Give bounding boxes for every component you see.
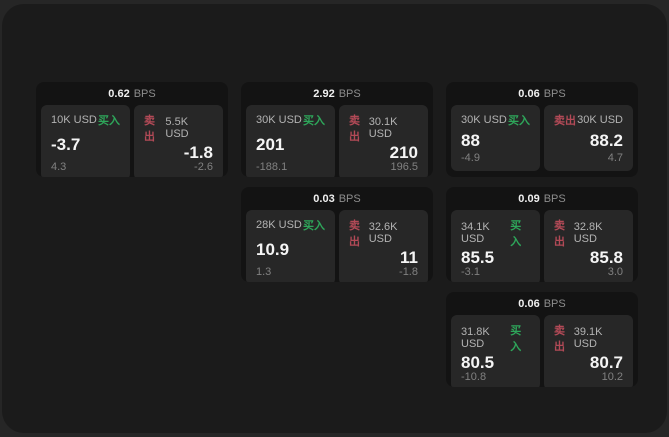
sell-side-label: 卖出 xyxy=(349,220,360,248)
buy-size: 10K USD xyxy=(51,114,97,126)
buy-panel[interactable]: 10K USD 买入 -3.7 4.3 xyxy=(41,105,130,177)
sell-size: 30.1K USD xyxy=(368,116,398,140)
buy-side-label: 买入 xyxy=(98,115,120,127)
buy-panel[interactable]: 34.1K USD 买入 85.5 -3.1 xyxy=(451,210,540,282)
buy-price: 201 xyxy=(256,135,285,154)
sell-size: 32.8K USD xyxy=(573,221,603,245)
card-header: 0.62 BPS xyxy=(36,82,228,105)
sell-delta: -1.8 xyxy=(399,266,418,278)
buy-delta: -3.1 xyxy=(461,266,480,278)
sell-delta: 196.5 xyxy=(390,161,418,173)
buy-side-label: 买入 xyxy=(303,220,325,232)
bps-value: 2.92 xyxy=(313,87,335,100)
sell-panel[interactable]: 卖出 5.5K USD -1.8 -2.6 xyxy=(134,105,223,177)
buy-side-label: 买入 xyxy=(510,325,522,353)
sell-price: 210 xyxy=(389,143,418,162)
sell-panel[interactable]: 卖出 30.1K USD 210 196.5 xyxy=(339,105,428,177)
buy-price: 85.5 xyxy=(461,248,495,267)
sell-side-label: 卖出 xyxy=(144,115,155,143)
buy-delta: -4.9 xyxy=(461,152,480,164)
quote-card: 0.06 BPS 31.8K USD 买入 80.5 -10.8 卖出 39.1… xyxy=(446,292,638,387)
sell-delta: -2.6 xyxy=(194,161,213,173)
quote-tiles-grid: 0.62 BPS 10K USD 买入 -3.7 4.3 卖出 5.5K USD… xyxy=(36,82,638,387)
quote-card: 0.09 BPS 34.1K USD 买入 85.5 -3.1 卖出 32.8K… xyxy=(446,187,638,282)
sell-price: 80.7 xyxy=(589,353,623,372)
buy-delta: 4.3 xyxy=(51,161,67,173)
buy-panel[interactable]: 30K USD 买入 88 -4.9 xyxy=(451,105,540,171)
card-header: 0.09 BPS xyxy=(446,187,638,210)
sell-side-label: 卖出 xyxy=(554,220,565,248)
buy-price: 80.5 xyxy=(461,353,495,372)
sell-delta: 4.7 xyxy=(607,152,623,164)
quote-card: 0.03 BPS 28K USD 买入 10.9 1.3 卖出 32.6K US… xyxy=(241,187,433,282)
card-body: 30K USD 买入 201 -188.1 卖出 30.1K USD 210 1… xyxy=(246,105,428,177)
sell-price: 88.2 xyxy=(589,130,623,150)
sell-price: 85.8 xyxy=(589,248,623,267)
bps-unit: BPS xyxy=(543,87,566,100)
card-body: 10K USD 买入 -3.7 4.3 卖出 5.5K USD -1.8 -2.… xyxy=(41,105,223,177)
card-header: 0.03 BPS xyxy=(241,187,433,210)
sell-size: 39.1K USD xyxy=(573,326,603,350)
buy-price: -3.7 xyxy=(51,135,81,154)
sell-delta: 10.2 xyxy=(601,371,623,383)
card-body: 30K USD 买入 88 -4.9 卖出 30K USD 88.2 4.7 xyxy=(451,105,633,171)
bps-value: 0.06 xyxy=(518,297,540,310)
sell-panel[interactable]: 卖出 32.8K USD 85.8 3.0 xyxy=(544,210,633,282)
sell-delta: 3.0 xyxy=(607,266,623,278)
sell-panel[interactable]: 卖出 30K USD 88.2 4.7 xyxy=(544,105,633,171)
sell-side-label: 卖出 xyxy=(349,115,360,143)
card-body: 28K USD 买入 10.9 1.3 卖出 32.6K USD 11 -1.8 xyxy=(246,210,428,282)
buy-price: 88 xyxy=(461,130,480,150)
bps-unit: BPS xyxy=(543,192,566,205)
bps-unit: BPS xyxy=(338,192,361,205)
buy-panel[interactable]: 30K USD 买入 201 -188.1 xyxy=(246,105,335,177)
bps-value: 0.06 xyxy=(518,87,540,100)
sell-side-label: 卖出 xyxy=(554,325,565,353)
sell-size: 32.6K USD xyxy=(368,221,398,245)
card-header: 2.92 BPS xyxy=(241,82,433,105)
buy-size: 31.8K USD xyxy=(461,326,490,350)
bps-unit: BPS xyxy=(338,87,361,100)
buy-price: 10.9 xyxy=(256,240,290,259)
sell-side-label: 卖出 xyxy=(554,115,576,127)
bps-value: 0.62 xyxy=(108,87,130,100)
bps-value: 0.03 xyxy=(313,192,335,205)
buy-side-label: 买入 xyxy=(510,220,522,248)
buy-side-label: 买入 xyxy=(508,115,530,127)
quote-card: 2.92 BPS 30K USD 买入 201 -188.1 卖出 30.1K … xyxy=(241,82,433,177)
buy-size: 30K USD xyxy=(256,114,302,126)
sell-size: 5.5K USD xyxy=(165,116,189,140)
sell-panel[interactable]: 卖出 39.1K USD 80.7 10.2 xyxy=(544,315,633,387)
bps-unit: BPS xyxy=(543,297,566,310)
card-body: 34.1K USD 买入 85.5 -3.1 卖出 32.8K USD 85.8… xyxy=(451,210,633,282)
buy-size: 34.1K USD xyxy=(461,221,490,245)
sell-price: 11 xyxy=(400,248,418,267)
buy-delta: -188.1 xyxy=(256,161,288,173)
card-header: 0.06 BPS xyxy=(446,292,638,315)
buy-size: 30K USD xyxy=(461,114,507,126)
buy-panel[interactable]: 31.8K USD 买入 80.5 -10.8 xyxy=(451,315,540,387)
sell-panel[interactable]: 卖出 32.6K USD 11 -1.8 xyxy=(339,210,428,282)
sell-size: 30K USD xyxy=(577,114,623,126)
card-body: 31.8K USD 买入 80.5 -10.8 卖出 39.1K USD 80.… xyxy=(451,315,633,387)
sell-price: -1.8 xyxy=(183,143,213,162)
bps-value: 0.09 xyxy=(518,192,540,205)
buy-delta: 1.3 xyxy=(256,266,272,278)
buy-side-label: 买入 xyxy=(303,115,325,127)
bps-unit: BPS xyxy=(133,87,156,100)
buy-panel[interactable]: 28K USD 买入 10.9 1.3 xyxy=(246,210,335,282)
buy-delta: -10.8 xyxy=(461,371,487,383)
buy-size: 28K USD xyxy=(256,219,302,231)
quote-card: 0.62 BPS 10K USD 买入 -3.7 4.3 卖出 5.5K USD… xyxy=(36,82,228,177)
quote-card: 0.06 BPS 30K USD 买入 88 -4.9 卖出 30K USD 8… xyxy=(446,82,638,177)
card-header: 0.06 BPS xyxy=(446,82,638,105)
